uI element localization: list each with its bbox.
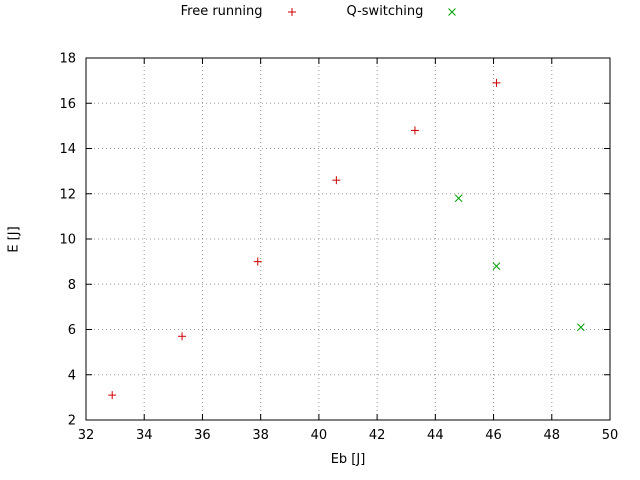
cross-marker-icon <box>448 7 457 16</box>
plot-border <box>85 57 611 421</box>
data-point-q-switching <box>454 194 463 203</box>
data-point-free-running <box>492 78 501 87</box>
legend-label-free-running: Free running <box>180 4 263 19</box>
data-point-free-running <box>178 332 187 341</box>
y-axis-label: E [J] <box>6 226 22 253</box>
x-tick-label: 32 <box>78 428 95 443</box>
x-tick-label: 40 <box>311 428 328 443</box>
x-tick-label: 38 <box>252 428 269 443</box>
y-tick-label: 12 <box>59 187 76 202</box>
x-tick-label: 34 <box>136 428 153 443</box>
x-tick-label: 36 <box>194 428 211 443</box>
x-tick-label: 46 <box>485 428 502 443</box>
x-axis-label: Eb [J] <box>330 452 366 467</box>
y-tick-label: 10 <box>59 233 76 248</box>
y-tick-label: 8 <box>68 278 76 293</box>
legend-item-free-running: Free running <box>181 4 299 19</box>
x-tick-label: 48 <box>544 428 561 443</box>
plus-marker-icon <box>287 7 296 16</box>
data-point-free-running <box>410 126 419 135</box>
data-point-free-running <box>108 391 117 400</box>
y-tick-label: 4 <box>68 368 76 383</box>
y-tick-label: 6 <box>68 323 76 338</box>
data-point-free-running <box>253 257 262 266</box>
legend-marker-glyph <box>287 7 296 16</box>
y-tick-label: 2 <box>68 414 76 429</box>
y-tick-label: 16 <box>59 97 76 112</box>
legend-label-q-switching: Q-switching <box>346 4 424 19</box>
x-tick-label: 42 <box>369 428 386 443</box>
x-tick-label: 44 <box>427 428 444 443</box>
y-tick-label: 18 <box>59 52 76 67</box>
legend: Free running Q-switching <box>0 4 640 19</box>
data-point-q-switching <box>577 323 585 332</box>
legend-marker-glyph <box>448 7 457 16</box>
data-point-q-switching <box>492 262 501 271</box>
legend-item-q-switching: Q-switching <box>347 4 460 19</box>
y-tick-label: 14 <box>59 142 76 157</box>
x-tick-label: 50 <box>602 428 619 443</box>
data-point-free-running <box>332 176 341 185</box>
